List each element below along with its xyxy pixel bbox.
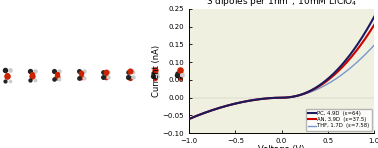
Y-axis label: Current (nA): Current (nA) <box>152 45 161 97</box>
Title: 3 dipoles per 1nm$^2$, 10mM LiClO$_4$: 3 dipoles per 1nm$^2$, 10mM LiClO$_4$ <box>206 0 358 9</box>
Legend: PC, 4.9D  (ε=64), AN, 3.9D  (ε=37.5), THF, 1.7D  (ε=7.58): PC, 4.9D (ε=64), AN, 3.9D (ε=37.5), THF,… <box>305 109 372 131</box>
X-axis label: Voltage (V): Voltage (V) <box>258 145 305 148</box>
Polygon shape <box>0 0 187 74</box>
Polygon shape <box>0 74 187 148</box>
